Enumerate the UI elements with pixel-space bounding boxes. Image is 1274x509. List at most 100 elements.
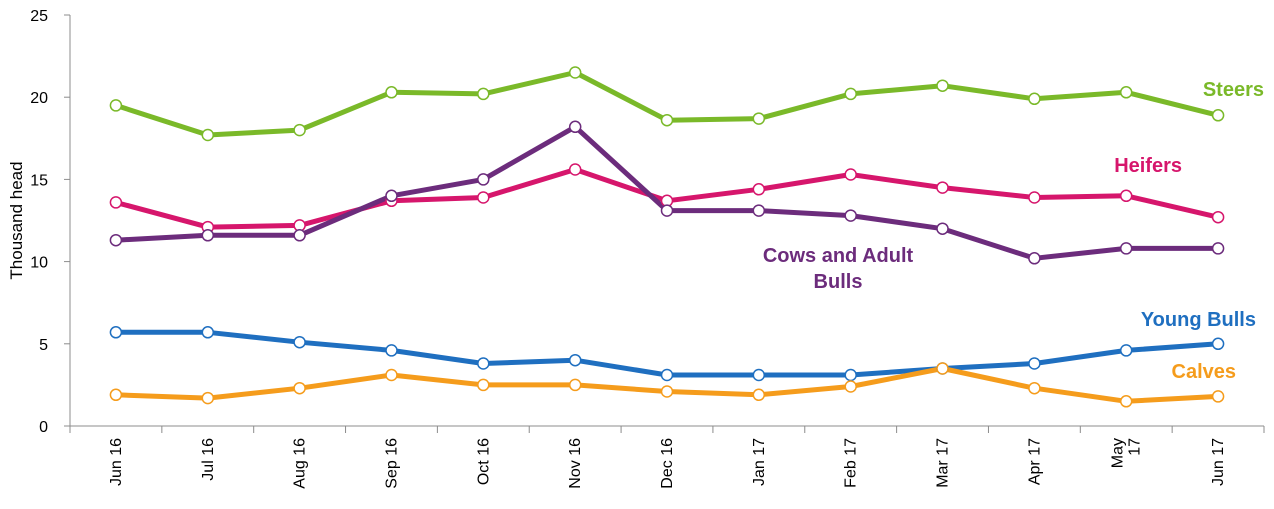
x-tick-label-line: May xyxy=(1110,438,1127,468)
x-tick-label-line: Sep 16 xyxy=(383,438,400,489)
x-tick-label-line: Feb 17 xyxy=(843,438,860,488)
data-point-cows-and-adult-bulls xyxy=(752,204,766,217)
data-point-steers xyxy=(752,112,766,125)
x-tick-label-line: Oct 16 xyxy=(475,438,492,485)
y-tick-label: 10 xyxy=(30,255,48,272)
data-point-young-bulls xyxy=(1028,357,1041,370)
data-point-calves xyxy=(293,381,306,395)
x-tick-label: Jan 17 xyxy=(751,438,768,486)
series-label-heifers: Heifers xyxy=(1114,155,1182,177)
y-tick-label: 15 xyxy=(30,172,48,189)
data-point-calves xyxy=(1211,390,1225,403)
x-tick-label-line: Dec 16 xyxy=(659,438,676,489)
x-tick-label-line: 17 xyxy=(1127,438,1144,456)
data-point-steers xyxy=(936,79,949,92)
y-tick-label: 20 xyxy=(30,90,48,107)
x-tick-label-line: Jun 17 xyxy=(1210,438,1227,486)
x-tick-label: May 17 xyxy=(1110,438,1144,468)
data-point-young-bulls xyxy=(1211,337,1225,351)
data-point-heifers xyxy=(109,196,123,209)
y-tick-label: 25 xyxy=(30,8,48,25)
data-point-steers xyxy=(1119,86,1133,99)
series-line-cows-and-adult-bulls xyxy=(113,124,1221,261)
data-point-calves xyxy=(660,385,674,398)
series-label-steers: Steers xyxy=(1203,79,1264,101)
series-label-cows-and-adult-bulls: Cows and Adult xyxy=(763,245,914,267)
x-tick-label: Dec 16 xyxy=(659,438,676,489)
data-point-cows-and-adult-bulls xyxy=(1211,242,1225,255)
data-point-cows-and-adult-bulls xyxy=(1028,252,1041,265)
data-point-steers xyxy=(385,86,398,99)
x-tick-label: Nov 16 xyxy=(567,438,584,489)
data-point-calves xyxy=(1028,381,1041,395)
x-tick-label-line: Jul 16 xyxy=(200,438,217,481)
data-point-young-bulls xyxy=(293,335,306,349)
data-point-steers xyxy=(844,87,857,101)
y-tick-label: 5 xyxy=(39,337,48,354)
data-point-young-bulls xyxy=(844,368,857,382)
x-tick-label-line: Nov 16 xyxy=(567,438,584,489)
data-point-calves xyxy=(201,391,215,405)
series-label-cows-and-adult-bulls: Bulls xyxy=(814,271,863,293)
data-point-cows-and-adult-bulls xyxy=(109,233,123,247)
series-labels: Steers Heifers Cows and Adult Bulls Young Bu… xyxy=(763,79,1264,383)
data-point-cows-and-adult-bulls xyxy=(936,222,949,235)
data-point-steers xyxy=(1028,92,1041,106)
x-tick-label: Oct 16 xyxy=(475,438,492,485)
data-point-cows-and-adult-bulls xyxy=(568,120,582,134)
data-point-calves xyxy=(936,362,949,375)
data-point-calves xyxy=(109,388,123,402)
data-point-steers xyxy=(201,128,215,142)
series-label-young-bulls: Young Bulls xyxy=(1141,309,1256,331)
x-tick-label: Jun 16 xyxy=(108,438,125,486)
series-points xyxy=(109,66,1225,408)
y-axis-title: Thousand head xyxy=(7,161,26,279)
x-tick-label-line: Aug 16 xyxy=(292,438,309,489)
data-point-calves xyxy=(1119,395,1133,408)
axes: 0 5 10 15 20 25 Thousand head Jun 16 Jul 16 Aug 1… xyxy=(7,8,1265,489)
data-point-heifers xyxy=(477,191,490,204)
data-point-young-bulls xyxy=(385,344,398,357)
data-point-young-bulls xyxy=(477,357,490,370)
data-point-young-bulls xyxy=(660,368,674,382)
x-tick-label: Aug 16 xyxy=(292,438,309,489)
data-point-steers xyxy=(1211,109,1225,122)
x-tick-label-line: Jan 17 xyxy=(751,438,768,486)
data-point-steers xyxy=(293,123,306,137)
data-point-cows-and-adult-bulls xyxy=(660,204,674,217)
data-point-cows-and-adult-bulls xyxy=(477,173,490,186)
data-point-cows-and-adult-bulls xyxy=(385,189,398,203)
data-point-calves xyxy=(568,378,582,392)
data-point-heifers xyxy=(1119,189,1133,203)
x-tick-label: Feb 17 xyxy=(843,438,860,488)
x-tick-label-line: Jun 16 xyxy=(108,438,125,486)
data-point-cows-and-adult-bulls xyxy=(201,229,215,242)
data-point-steers xyxy=(660,113,674,127)
data-point-steers xyxy=(568,66,582,79)
data-point-steers xyxy=(109,99,123,112)
x-tick-label: Jun 17 xyxy=(1210,438,1227,486)
data-point-heifers xyxy=(752,183,766,196)
x-tick-label-line: Apr 17 xyxy=(1026,438,1043,485)
y-tick-label: 0 xyxy=(39,419,48,436)
data-point-calves xyxy=(844,380,857,393)
x-tick-label: Sep 16 xyxy=(383,438,400,489)
data-point-calves xyxy=(752,388,766,402)
data-point-cows-and-adult-bulls xyxy=(1119,242,1133,255)
series-label-calves: Calves xyxy=(1172,361,1237,383)
data-point-young-bulls xyxy=(109,326,123,339)
data-point-young-bulls xyxy=(752,368,766,382)
x-tick-label: Apr 17 xyxy=(1026,438,1043,485)
x-tick-label: Mar 17 xyxy=(935,438,952,488)
data-point-cows-and-adult-bulls xyxy=(293,229,306,242)
data-point-heifers xyxy=(1211,210,1225,224)
series-line-young-bulls xyxy=(113,329,1221,378)
data-point-cows-and-adult-bulls xyxy=(844,209,857,222)
data-point-young-bulls xyxy=(201,326,215,339)
data-point-heifers xyxy=(844,168,857,181)
data-point-calves xyxy=(385,368,398,382)
data-point-young-bulls xyxy=(568,353,582,367)
data-point-calves xyxy=(477,378,490,392)
data-point-steers xyxy=(477,87,490,101)
